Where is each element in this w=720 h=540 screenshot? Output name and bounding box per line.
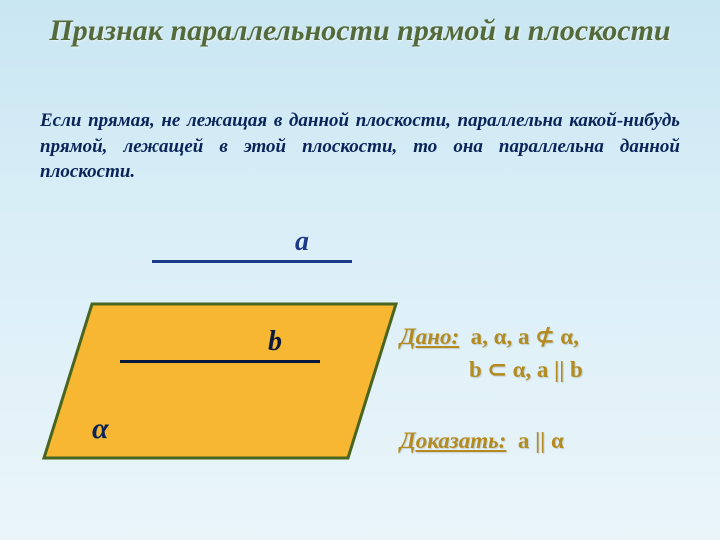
label-line-b: b — [268, 326, 282, 358]
line-b — [120, 360, 320, 363]
given-line2: b ⊂ α, a || b — [469, 357, 583, 382]
page-title: Признак параллельности прямой и плоскост… — [0, 12, 720, 50]
prove-label: Доказать: — [400, 428, 506, 453]
prove-text: a || α — [518, 428, 564, 453]
label-line-a: а — [295, 226, 309, 258]
prove-block: Доказать: a || α — [400, 428, 690, 454]
given-label: Дано: — [400, 324, 459, 349]
line-a — [152, 260, 352, 263]
diagram: а b α — [40, 260, 400, 500]
theorem-text: Если прямая, не лежащая в данной плоскос… — [40, 108, 680, 185]
slide: Признак параллельности прямой и плоскост… — [0, 0, 720, 540]
label-plane-alpha: α — [92, 412, 109, 446]
given-line1: a, α, a ⊄ α, — [471, 324, 579, 349]
given-block: Дано: a, α, a ⊄ α, b ⊂ α, a || b — [400, 320, 700, 387]
